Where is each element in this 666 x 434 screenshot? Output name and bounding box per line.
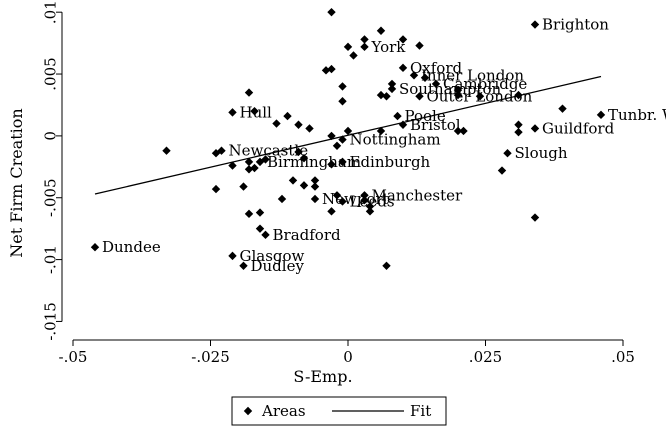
x-axis-ticks: -.05 -.025 0 .025 .05 [59,340,635,366]
data-point [245,210,253,218]
data-point [294,121,302,129]
y-tick-label: .005 [41,57,59,90]
data-point [344,43,352,51]
data-point [514,128,522,136]
data-point [239,182,247,190]
data-point [300,181,308,189]
point-label: Birmingham [267,153,361,171]
x-tick-label: -.05 [59,348,88,366]
data-point [393,112,401,120]
data-point [459,127,467,135]
data-point [228,108,236,116]
y-tick-label: -.01 [41,245,59,274]
data-point [531,20,539,28]
data-point [382,92,390,100]
x-tick-label: 0 [343,348,353,366]
data-point [250,164,258,172]
data-point [597,111,605,119]
data-point [415,41,423,49]
data-point [338,82,346,90]
data-point [360,35,368,43]
x-tick-label: .05 [611,348,635,366]
point-label: Slough [515,144,568,162]
data-point [531,124,539,132]
legend: Areas Fit [232,397,446,425]
point-label: Brighton [542,16,609,34]
data-point [333,142,341,150]
data-point [289,176,297,184]
point-label: Dudley [251,257,305,275]
data-point [311,195,319,203]
data-point [256,224,264,232]
y-tick-label: -.015 [41,302,59,340]
data-point [245,88,253,96]
x-tick-label: -.025 [191,348,229,366]
point-label: Tunbr. Wells [608,106,666,124]
data-point [91,243,99,251]
data-point [349,51,357,59]
x-axis-title: S-Emp. [293,367,352,386]
data-point [272,119,280,127]
y-axis-ticks: -.015 -.01 -.005 0 .005 .01 [41,0,62,340]
point-label: Bradford [273,226,341,244]
data-point [382,262,390,270]
data-point [531,213,539,221]
y-tick-label: .01 [41,0,59,24]
data-point [399,64,407,72]
data-point [327,8,335,16]
data-point [261,231,269,239]
y-tick-label: 0 [41,131,59,141]
data-point [338,97,346,105]
data-point [514,121,522,129]
legend-label-fit: Fit [410,402,431,420]
data-point [212,185,220,193]
data-point [256,208,264,216]
data-point [305,124,313,132]
data-point [283,112,291,120]
data-point [360,43,368,51]
data-point [503,149,511,157]
data-point [228,252,236,260]
point-label: Nottingham [350,131,441,149]
x-tick-label: .025 [469,348,502,366]
legend-label-areas: Areas [261,402,306,420]
data-point [327,65,335,73]
point-label: Guildford [542,119,615,137]
point-label: Dundee [102,238,161,256]
data-point [311,182,319,190]
data-point [558,104,566,112]
data-point [162,147,170,155]
data-point [498,166,506,174]
data-point [377,27,385,35]
data-point [327,207,335,215]
point-label: Edinburgh [350,153,431,171]
y-axis-title: Net Firm Creation [7,108,26,258]
data-point [278,195,286,203]
y-tick-label: -.005 [41,179,59,217]
data-point [388,80,396,88]
